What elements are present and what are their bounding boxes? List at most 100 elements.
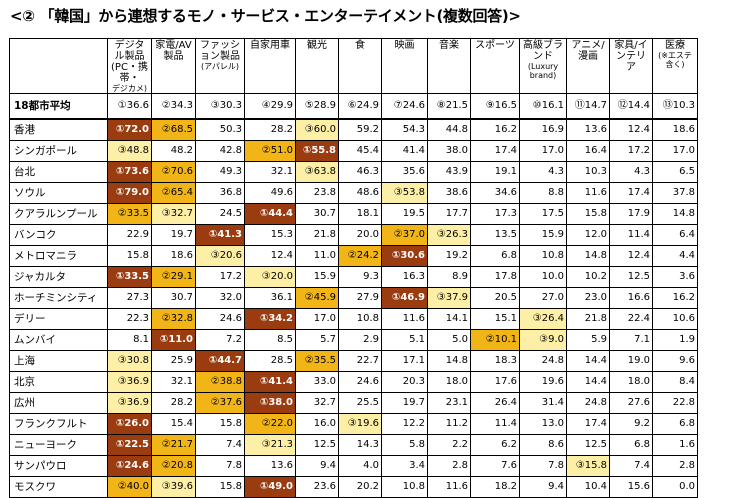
column-header: 観光: [295, 38, 339, 94]
cell-value: 46.9: [400, 292, 425, 303]
cell-value: 31.4: [541, 397, 564, 408]
cell-value: 16.0: [313, 418, 336, 429]
table-row: ムンバイ 8.1 ①11.0 7.2 8.5 5.7 2.9 5.1 5.0 ②10.1 ③9.0 5…: [9, 329, 698, 351]
table-cell: 13.6: [244, 455, 296, 477]
table-cell: 23.1: [427, 392, 471, 414]
cell-value: 14.3: [356, 439, 379, 450]
table-cell: 16.9: [519, 118, 567, 141]
row-label: サンパウロ: [9, 455, 108, 477]
rank-marker: ③: [117, 355, 127, 366]
cell-value: 20.0: [356, 229, 379, 240]
cell-value: 24.8: [541, 355, 564, 366]
table-cell: 15.3: [244, 224, 296, 246]
table-cell: 17.0: [519, 140, 567, 162]
cell-value: 14.8: [584, 250, 607, 261]
cell-value: 5.9: [591, 334, 607, 345]
table-cell: 1.6: [652, 434, 698, 456]
cell-value: 22.3: [126, 313, 149, 324]
cell-value: 20.0: [270, 271, 293, 282]
table-cell: 1.9: [652, 329, 698, 351]
table-cell: 8.5: [244, 329, 296, 351]
table-cell: 36.8: [195, 182, 245, 204]
table-cell: 9.4: [519, 476, 567, 498]
cell-value: 15.1: [494, 313, 517, 324]
rank-marker: ③: [261, 271, 271, 282]
column-header-label: ファッション製品: [200, 40, 240, 62]
cell-value: 13.0: [541, 418, 564, 429]
table-cell: ②24.2: [338, 245, 382, 267]
cell-value: 7.4: [634, 460, 650, 471]
cell-value: 13.6: [270, 460, 293, 471]
table-cell: 11.4: [470, 413, 520, 435]
cell-value: 41.4: [268, 376, 293, 387]
table-row: シンガポール ③48.8 48.2 42.8 ②51.0 ①55.8 45.4 41.4 38.…: [9, 140, 698, 162]
cell-value: 15.3: [270, 229, 293, 240]
table-cell: ①33.5: [107, 266, 152, 288]
cell-value: 18.6: [672, 124, 695, 135]
table-cell: 26.4: [470, 392, 520, 414]
rank-marker: ③: [436, 292, 446, 303]
table-cell: 14.1: [427, 308, 471, 330]
table-cell: 14.8: [566, 245, 610, 267]
cell-value: 19.0: [627, 355, 650, 366]
cell-value: 37.0: [402, 229, 425, 240]
table-cell: 27.0: [519, 287, 567, 309]
table-cell: ①79.0: [107, 182, 152, 204]
cell-value: 51.0: [270, 145, 293, 156]
cell-value: 11.0: [168, 334, 193, 345]
cell-value: 32.1: [170, 376, 193, 387]
cell-value: 44.4: [268, 208, 293, 219]
cell-value: 32.1: [270, 166, 293, 177]
column-header: 映画: [381, 38, 428, 94]
cell-value: 11.6: [402, 313, 425, 324]
cell-value: 36.9: [126, 376, 149, 387]
cell-value: 12.0: [584, 229, 607, 240]
cell-value: 21.8: [584, 313, 607, 324]
cell-value: 4.3: [634, 166, 650, 177]
table-cell: ③30.8: [107, 350, 152, 372]
table-cell: ⑤28.9: [295, 93, 339, 120]
cell-value: 37.8: [672, 187, 695, 198]
table-cell: 7.1: [609, 329, 653, 351]
cell-value: 5.8: [409, 439, 425, 450]
cell-value: 24.6: [219, 313, 242, 324]
cell-value: 26.3: [445, 229, 468, 240]
table-cell: ②45.9: [295, 287, 339, 309]
table-cell: 19.7: [381, 392, 428, 414]
table-cell: 7.4: [609, 455, 653, 477]
table-cell: 15.8: [195, 413, 245, 435]
table-row: モスクワ ②40.0 ③39.6 15.8 ①49.0 23.6 20.2 10.8 11.6 1…: [9, 476, 698, 498]
rank-marker: ⑩: [532, 100, 542, 111]
cell-value: 24.6: [124, 460, 149, 471]
cell-value: 19.6: [356, 418, 379, 429]
table-cell: 44.8: [427, 118, 471, 141]
cell-value: 19.7: [402, 397, 425, 408]
table-cell: 4.0: [338, 455, 382, 477]
cell-value: 19.1: [494, 166, 517, 177]
cell-value: 17.1: [402, 355, 425, 366]
table-cell: 12.4: [609, 118, 653, 141]
rank-marker: ②: [304, 292, 314, 303]
table-cell: 2.2: [427, 434, 471, 456]
table-cell: 17.4: [566, 413, 610, 435]
cell-value: 48.8: [126, 145, 149, 156]
cell-value: 2.9: [363, 334, 379, 345]
table-cell: 27.9: [338, 287, 382, 309]
table-cell: ①44.4: [244, 203, 296, 225]
table-cell: 17.9: [609, 203, 653, 225]
table-cell: 30.7: [151, 287, 196, 309]
row-label: バンコク: [9, 224, 108, 246]
cell-value: 18.2: [494, 481, 517, 492]
cell-value: 24.6: [402, 100, 425, 111]
cell-value: 50.3: [219, 124, 242, 135]
cell-value: 44.8: [445, 124, 468, 135]
data-table: デジタル製品(PC・携帯・ デジカメ) 家電/AV製品 ファッション製品 (アパレル) 自…: [9, 38, 698, 498]
column-header-note: デジカメ): [111, 84, 148, 93]
column-header: 食: [338, 38, 382, 94]
column-header-label: 観光: [307, 40, 327, 51]
cell-value: 19.5: [402, 208, 425, 219]
table-cell: 18.0: [427, 371, 471, 393]
rank-marker: ③: [117, 376, 127, 387]
cell-value: 9.2: [634, 418, 650, 429]
table-cell: 17.3: [470, 203, 520, 225]
